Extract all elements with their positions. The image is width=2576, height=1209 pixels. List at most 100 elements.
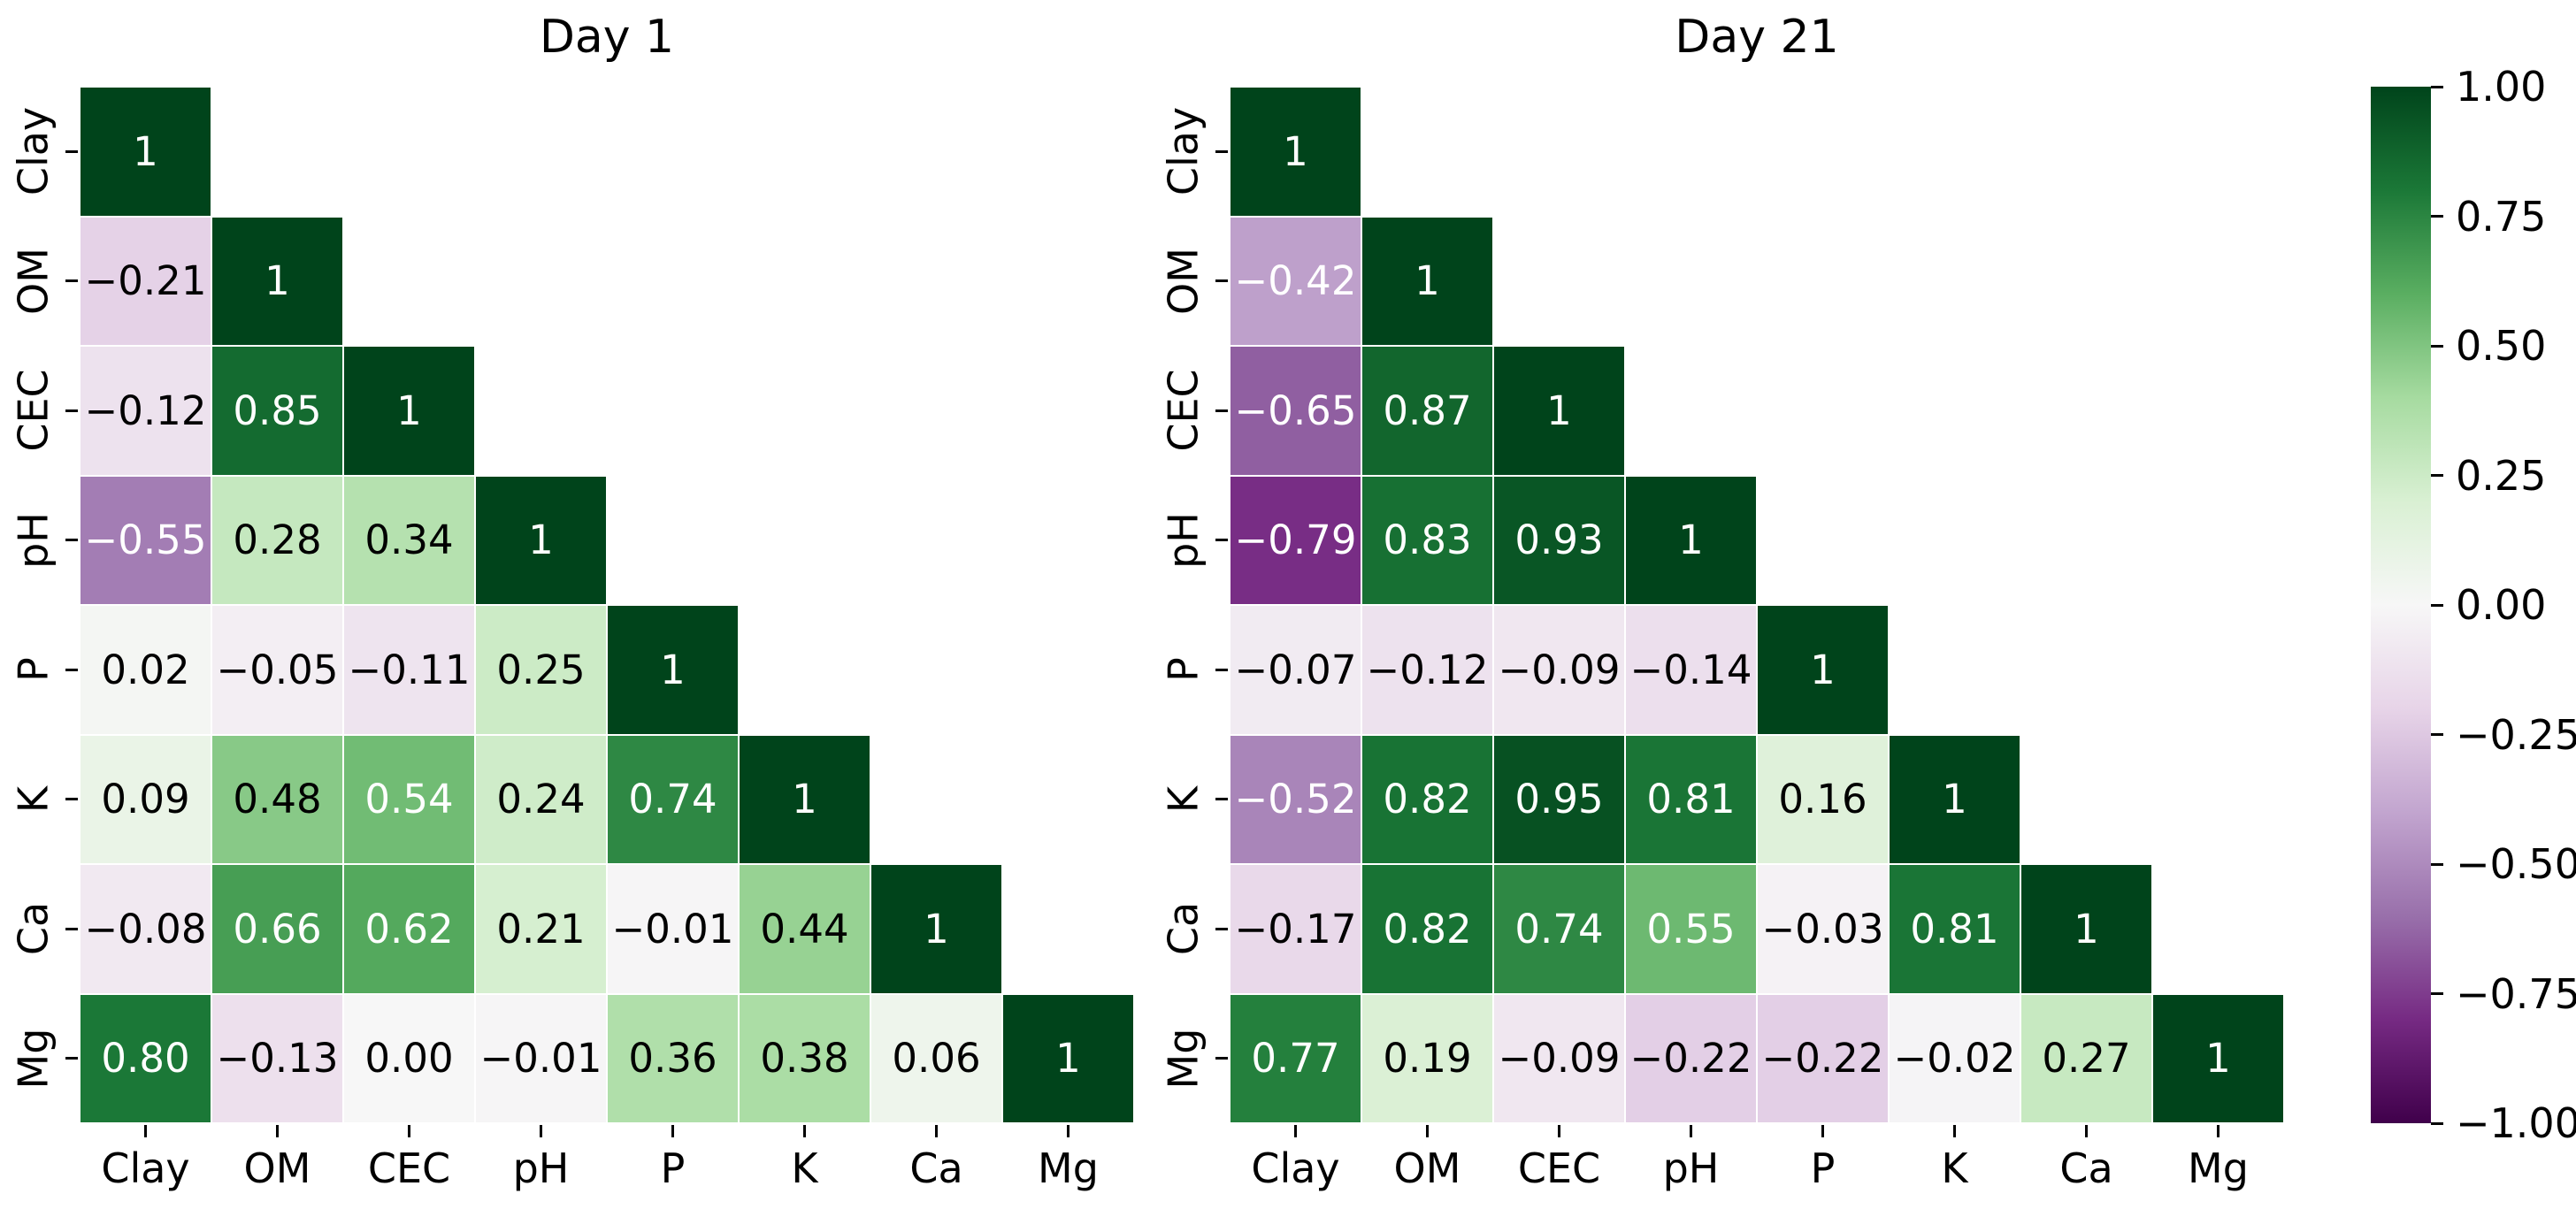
y-tick-label-Ca: Ca <box>1159 902 1208 956</box>
heatmap-cell-pH-Clay: −0.55 <box>80 475 211 605</box>
heatmap-cell-Ca-CEC: 0.74 <box>1493 864 1625 994</box>
heatmap-cell-Mg-pH: −0.01 <box>475 993 607 1123</box>
heatmap-cell-P-pH: −0.14 <box>1625 605 1757 735</box>
heatmap-cell-P-OM: −0.05 <box>211 605 343 735</box>
heatmap-cell-Mg-K: −0.02 <box>1889 993 2020 1123</box>
colorbar-tick-mark <box>2431 733 2443 736</box>
x-tick-mark <box>144 1125 147 1137</box>
y-tick-mark <box>65 668 78 671</box>
x-tick-mark <box>2085 1125 2088 1137</box>
y-tick-label-P: P <box>1159 657 1208 683</box>
heatmap-cell-CEC-OM: 0.85 <box>211 346 343 476</box>
heatmap-cell-pH-OM: 0.28 <box>211 475 343 605</box>
heatmap-cell-Mg-Clay: 0.80 <box>80 993 211 1123</box>
heatmap-cell-Mg-Mg: 1 <box>2152 993 2284 1123</box>
x-tick-label-OM: OM <box>243 1144 311 1192</box>
heatmap-cell-OM-OM: 1 <box>1361 216 1493 346</box>
colorbar-tick-mark <box>2431 85 2443 88</box>
heatmap-cell-Ca-Ca: 1 <box>2020 864 2152 994</box>
y-tick-mark <box>1215 279 1228 283</box>
y-tick-label-OM: OM <box>9 247 58 315</box>
colorbar-tick-mark <box>2431 862 2443 866</box>
heatmap-cell-pH-Clay: −0.79 <box>1230 475 1361 605</box>
colorbar-tick-mark <box>2431 474 2443 477</box>
heatmap-cell-P-P: 1 <box>607 605 739 735</box>
heatmap-cell-Mg-CEC: 0.00 <box>343 993 475 1123</box>
heatmap-cell-K-OM: 0.82 <box>1361 734 1493 864</box>
colorbar <box>2371 87 2431 1123</box>
y-tick-label-CEC: CEC <box>1159 369 1208 452</box>
y-tick-mark <box>1215 668 1228 671</box>
heatmap-cell-Mg-CEC: −0.09 <box>1493 993 1625 1123</box>
heatmap-cell-Ca-K: 0.44 <box>739 864 870 994</box>
heatmap-cell-CEC-OM: 0.87 <box>1361 346 1493 476</box>
heatmap-cell-Clay-Clay: 1 <box>1230 87 1361 217</box>
colorbar-tick-mark <box>2431 603 2443 607</box>
colorbar-tick-label-0.25: 0.25 <box>2456 451 2547 500</box>
x-tick-mark <box>408 1125 410 1137</box>
x-tick-label-P: P <box>660 1144 686 1192</box>
y-tick-mark <box>65 798 78 801</box>
heatmap-cell-P-Clay: −0.07 <box>1230 605 1361 735</box>
heatmap-cell-Ca-P: −0.01 <box>607 864 739 994</box>
colorbar-tick-mark <box>2431 992 2443 995</box>
heatmap-cell-Mg-Clay: 0.77 <box>1230 993 1361 1123</box>
x-tick-label-Mg: Mg <box>2188 1144 2249 1192</box>
heatmap-cell-pH-CEC: 0.34 <box>343 475 475 605</box>
y-tick-mark <box>65 149 78 153</box>
heatmap-cell-Ca-OM: 0.66 <box>211 864 343 994</box>
y-tick-label-Ca: Ca <box>9 902 58 956</box>
x-tick-mark <box>1821 1125 1824 1137</box>
heatmap-cell-pH-pH: 1 <box>475 475 607 605</box>
heatmap-cell-P-pH: 0.25 <box>475 605 607 735</box>
y-tick-label-Mg: Mg <box>1159 1028 1208 1090</box>
heatmap-cell-CEC-CEC: 1 <box>1493 346 1625 476</box>
colorbar-tick-label-neg0.50: −0.50 <box>2456 840 2576 888</box>
colorbar-tick-label-1.00: 1.00 <box>2456 63 2547 111</box>
y-tick-label-P: P <box>9 657 58 683</box>
x-tick-label-Mg: Mg <box>1038 1144 1099 1192</box>
x-tick-mark <box>803 1125 806 1137</box>
x-tick-mark <box>276 1125 279 1137</box>
heatmap-cell-Ca-Clay: −0.08 <box>80 864 211 994</box>
y-tick-mark <box>65 539 78 542</box>
panel-title-day-21: Day 21 <box>1675 11 1839 64</box>
heatmap-cell-Mg-Ca: 0.27 <box>2020 993 2152 1123</box>
heatmap-cell-CEC-CEC: 1 <box>343 346 475 476</box>
y-tick-label-Clay: Clay <box>1159 107 1208 196</box>
x-tick-mark <box>671 1125 674 1137</box>
colorbar-tick-mark <box>2431 1121 2443 1125</box>
x-tick-mark <box>1558 1125 1560 1137</box>
x-tick-mark <box>1690 1125 1692 1137</box>
heatmap-cell-P-Clay: 0.02 <box>80 605 211 735</box>
y-tick-mark <box>65 927 78 930</box>
y-tick-label-pH: pH <box>9 511 58 569</box>
heatmap-cell-Mg-P: −0.22 <box>1757 993 1889 1123</box>
x-tick-label-Clay: Clay <box>1251 1144 1340 1192</box>
heatmap-cell-P-P: 1 <box>1757 605 1889 735</box>
heatmap-cell-OM-OM: 1 <box>211 216 343 346</box>
x-tick-mark <box>1294 1125 1297 1137</box>
heatmap-cell-K-Clay: −0.52 <box>1230 734 1361 864</box>
colorbar-tick-mark <box>2431 215 2443 218</box>
y-tick-mark <box>1215 539 1228 542</box>
colorbar-tick-label-0.50: 0.50 <box>2456 322 2547 370</box>
heatmap-cell-Ca-Ca: 1 <box>870 864 1002 994</box>
x-tick-mark <box>2217 1125 2220 1137</box>
heatmap-cell-Ca-P: −0.03 <box>1757 864 1889 994</box>
heatmap-cell-pH-pH: 1 <box>1625 475 1757 605</box>
heatmap-cell-Ca-OM: 0.82 <box>1361 864 1493 994</box>
y-tick-label-K: K <box>1159 785 1208 813</box>
y-tick-label-Clay: Clay <box>9 107 58 196</box>
heatmap-cell-K-pH: 0.24 <box>475 734 607 864</box>
x-tick-mark <box>935 1125 938 1137</box>
colorbar-tick-label-0.75: 0.75 <box>2456 192 2547 241</box>
heatmap-cell-Ca-CEC: 0.62 <box>343 864 475 994</box>
heatmap-cell-Ca-Clay: −0.17 <box>1230 864 1361 994</box>
heatmap-cell-K-CEC: 0.54 <box>343 734 475 864</box>
heatmap-cell-Ca-pH: 0.21 <box>475 864 607 994</box>
heatmap-cell-OM-Clay: −0.42 <box>1230 216 1361 346</box>
heatmap-cell-Ca-pH: 0.55 <box>1625 864 1757 994</box>
heatmap-cell-pH-OM: 0.83 <box>1361 475 1493 605</box>
x-tick-label-P: P <box>1810 1144 1836 1192</box>
